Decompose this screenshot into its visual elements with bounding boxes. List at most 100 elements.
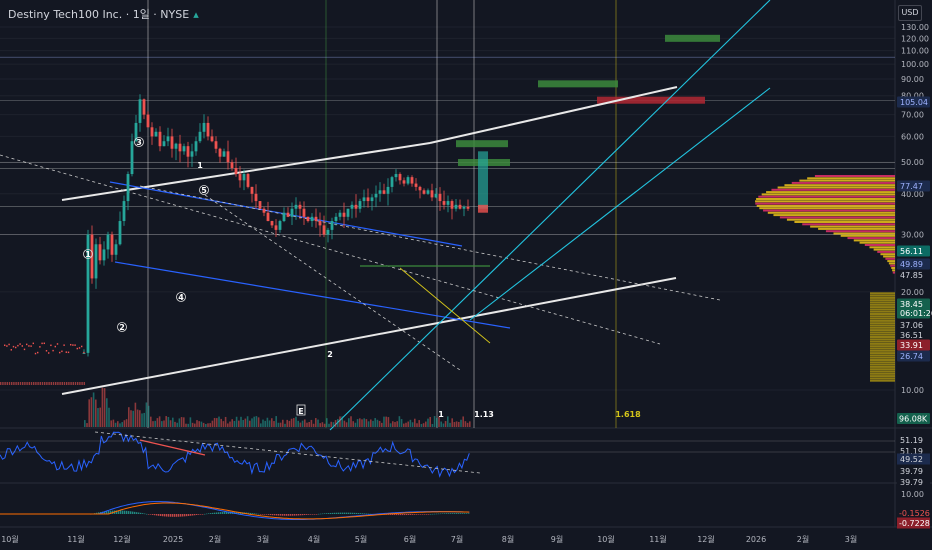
currency-button[interactable]: USD xyxy=(898,5,922,21)
macd-histogram-bar xyxy=(228,511,230,514)
volume-bar xyxy=(343,420,346,427)
wave-label: 1 xyxy=(438,410,444,419)
volume-bar xyxy=(88,399,90,427)
volume-bar xyxy=(370,419,372,427)
candle-body xyxy=(34,352,37,355)
candle-body xyxy=(310,216,314,222)
volume-bar xyxy=(50,382,52,385)
macd-histogram-bar xyxy=(150,514,152,515)
time-tick-label: 11월 xyxy=(649,534,667,544)
macd-histogram-bar xyxy=(202,514,204,515)
macd-histogram-bar xyxy=(392,514,394,515)
rsi-axis-label: 39.79 xyxy=(900,478,923,487)
macd-histogram-bar xyxy=(344,512,346,514)
volume-bar xyxy=(389,423,392,427)
candle-body xyxy=(142,99,146,115)
macd-histogram-bar xyxy=(426,514,428,515)
candle-body xyxy=(226,151,230,163)
candle-body xyxy=(21,345,23,347)
profile-bar xyxy=(870,301,895,304)
macd-histogram-bar xyxy=(258,513,260,515)
candle-body xyxy=(10,349,12,351)
volume-bar xyxy=(169,420,172,427)
candle-body xyxy=(406,177,410,184)
macd-histogram-bar xyxy=(308,514,310,515)
wave-annotations: 1 2 3 4 5 1 2 E 1 1.618 1.13 xyxy=(83,137,641,419)
candle-body xyxy=(94,244,98,279)
candle-body xyxy=(294,204,298,209)
price-badge-label: 37.06 xyxy=(900,321,923,330)
price-tick-label: 20.00 xyxy=(901,288,924,297)
volume-bar xyxy=(372,420,374,427)
profile-bar xyxy=(870,326,895,329)
projection-bar xyxy=(478,151,488,209)
macd-histogram-bar xyxy=(276,514,278,516)
volume-bar xyxy=(348,418,350,427)
macd-histogram-bar xyxy=(438,513,440,515)
profile-bar xyxy=(870,292,895,295)
profile-bar xyxy=(870,315,895,318)
macd-histogram-bar xyxy=(218,512,220,514)
volume-bar xyxy=(321,422,324,427)
volume-bar xyxy=(86,423,88,427)
macd-histogram-bar xyxy=(160,514,162,517)
candle-body xyxy=(434,193,438,198)
rsi-badge xyxy=(897,453,930,465)
volume-bar xyxy=(17,382,19,385)
candle-body xyxy=(23,348,26,351)
macd-histogram-bar xyxy=(422,514,424,515)
macd-histogram-bar xyxy=(124,510,126,514)
macd-histogram-bar xyxy=(266,514,268,515)
profile-bar xyxy=(892,271,895,274)
macd-histogram-bar xyxy=(396,514,398,516)
volume-bar xyxy=(134,402,137,427)
time-tick-label: 9월 xyxy=(551,534,563,544)
volume-bar xyxy=(150,416,152,427)
volume-bar xyxy=(277,422,280,427)
candle-body xyxy=(454,204,458,209)
symbol-title: Destiny Tech100 Inc. · 1일 · NYSE xyxy=(8,8,190,21)
candle-body xyxy=(342,212,346,217)
macd-histogram-bar xyxy=(224,511,226,514)
volume-bar xyxy=(411,422,414,427)
candle-body xyxy=(298,204,302,209)
price-axis[interactable]: 130.00 120.00 110.00 100.00 90.00 80.00 70.00 6… xyxy=(897,23,932,424)
volume-bar xyxy=(301,420,304,427)
profile-bar xyxy=(766,191,895,194)
volume-bar xyxy=(326,418,328,427)
time-axis[interactable]: 10월 11월 12월 2025 2월 3월 4월 5월 6월 7월 8월 9월 10월 11월 12월 20… xyxy=(1,534,857,544)
candle-body xyxy=(150,127,154,137)
volume-bar xyxy=(453,422,456,427)
macd-histogram-bar xyxy=(104,511,106,514)
macd-histogram-bar xyxy=(436,513,438,515)
macd-histogram-bar xyxy=(290,514,292,516)
volume-bar xyxy=(299,422,302,427)
candle-body xyxy=(56,343,59,345)
candle-body xyxy=(98,244,102,261)
profile-bar xyxy=(763,209,895,212)
profile-bar xyxy=(883,255,895,258)
candle-body xyxy=(8,343,10,346)
macd-histogram-bar xyxy=(458,513,460,514)
profile-bar xyxy=(870,333,895,336)
profile-bar xyxy=(799,179,895,182)
macd-histogram-bar xyxy=(454,513,456,514)
volume-bar xyxy=(123,420,126,427)
macd-histogram-bar xyxy=(252,513,254,514)
volume-bar xyxy=(433,416,436,427)
fib-label: 1.618 xyxy=(615,410,641,419)
time-tick-label: 7월 xyxy=(451,534,463,544)
profile-bar xyxy=(771,188,895,191)
volume-bar xyxy=(61,382,63,385)
profile-bar xyxy=(833,232,895,235)
macd-histogram-bar xyxy=(156,514,158,516)
price-tick-label: 80.00 xyxy=(901,92,924,101)
macd-histogram-bar xyxy=(388,514,390,515)
macd-histogram-bar xyxy=(324,513,326,514)
macd-histogram-bar xyxy=(250,512,252,514)
candle-body xyxy=(370,197,374,202)
volume-bar xyxy=(414,418,416,427)
candle-body xyxy=(178,143,182,152)
profile-bar xyxy=(864,244,895,246)
